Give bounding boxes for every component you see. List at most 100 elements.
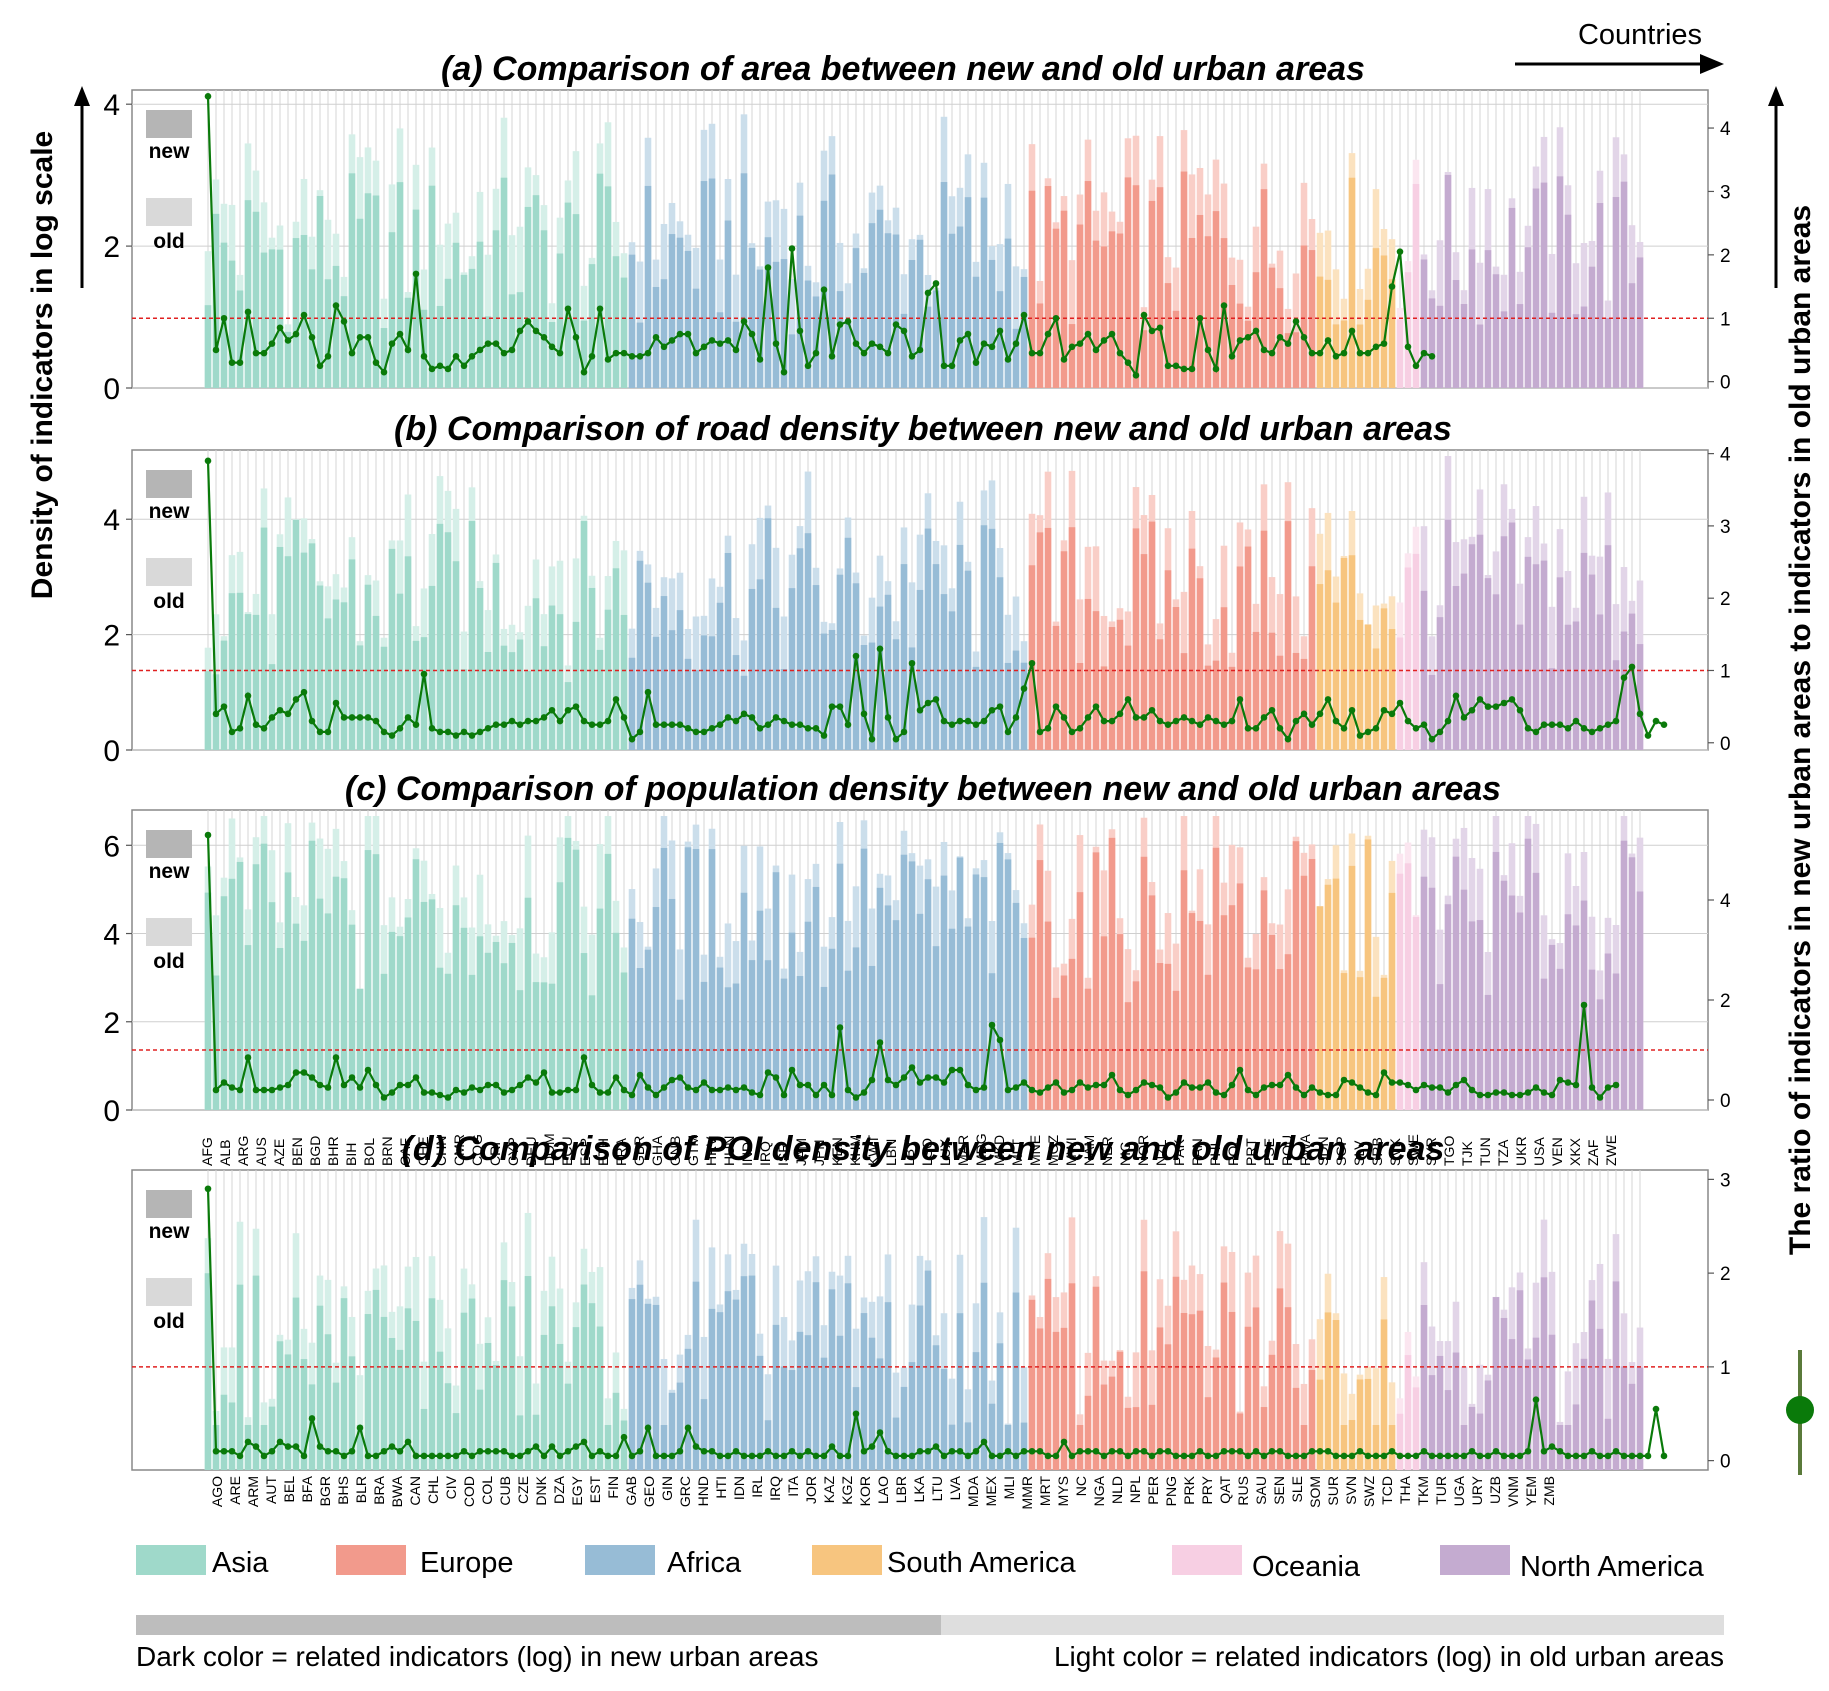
ratio-point — [236, 1086, 244, 1094]
ratio-point — [556, 1452, 564, 1460]
ratio-point — [1580, 1452, 1588, 1460]
country-labels-top: AFG ALB ARG AUS AZE BEN BGD BHR BIH BOL BRN CAF CHE C… — [199, 1133, 1619, 1166]
bar-new — [1420, 876, 1428, 1110]
ratio-point — [1404, 1452, 1412, 1460]
bar-new — [1476, 920, 1484, 1110]
bar-new — [1364, 624, 1372, 750]
ratio-point — [1284, 735, 1292, 743]
country-code-top: GNB — [667, 1136, 683, 1166]
bar-new — [988, 528, 996, 750]
country-code-bottom: GRC — [677, 1476, 693, 1507]
country-code-bottom: LTU — [929, 1476, 945, 1501]
country-code-bottom: EGY — [569, 1475, 585, 1505]
country-code-bottom: SEN — [1271, 1476, 1287, 1505]
ratio-point — [1660, 721, 1668, 728]
ratio-point — [1004, 1447, 1012, 1455]
ratio-point — [1004, 356, 1012, 363]
bar-new — [644, 949, 652, 1110]
ratio-point — [1548, 721, 1556, 728]
ratio-point — [612, 696, 620, 703]
bar-new — [548, 322, 556, 388]
ratio-point — [492, 340, 500, 347]
bar-new — [1148, 521, 1156, 750]
bar-new — [1428, 298, 1436, 388]
bar-new — [484, 651, 492, 750]
bar-new — [828, 948, 836, 1110]
ratio-point — [292, 1069, 300, 1076]
ratio-point — [1316, 1447, 1324, 1455]
y2-tick-label: 2 — [1720, 589, 1731, 610]
ratio-point — [1372, 725, 1380, 732]
bar-new — [1556, 968, 1564, 1110]
bar-new — [908, 1362, 916, 1470]
country-code-top: PAN — [1189, 1138, 1205, 1166]
ratio-point — [1428, 1084, 1436, 1091]
country-code-top: KHM — [847, 1135, 863, 1166]
bar-new — [348, 924, 356, 1110]
ratio-point — [452, 1452, 460, 1460]
bar-new — [420, 637, 428, 750]
ratio-point — [500, 349, 508, 357]
countries-label: Countries — [1578, 19, 1702, 51]
bar-new — [1268, 1354, 1276, 1470]
bar-old — [1460, 1366, 1468, 1470]
bar-new — [556, 882, 564, 1110]
bar-new — [1212, 1357, 1220, 1470]
bar-new — [580, 1284, 588, 1470]
bar-new — [468, 1298, 476, 1470]
bar-new — [1532, 872, 1540, 1110]
country-labels-bottom: AGO ARE ARM AUT BEL BFA BGR BHS BLR BRA BWA CAN CHL C… — [209, 1475, 1557, 1509]
ratio-point — [1636, 710, 1644, 718]
bar-new — [668, 234, 676, 388]
ratio-point — [660, 721, 668, 728]
ratio-point — [652, 1091, 660, 1099]
ratio-point — [1508, 1091, 1516, 1099]
ratio-point — [804, 1081, 812, 1089]
ratio-point — [644, 688, 652, 696]
bar-new — [244, 945, 252, 1110]
ratio-point — [1132, 372, 1140, 379]
bar-new — [244, 1425, 252, 1470]
country-code-bottom: NGA — [1091, 1475, 1107, 1506]
bar-new — [268, 664, 276, 750]
bar-new — [660, 596, 668, 750]
bar-new — [604, 853, 612, 1110]
ratio-point — [1428, 352, 1436, 360]
bar-new — [404, 556, 412, 750]
ratio-point — [948, 1447, 956, 1455]
bar-new — [668, 1392, 676, 1470]
bar-new — [1172, 310, 1180, 388]
bar-new — [860, 848, 868, 1110]
bar-new — [1348, 555, 1356, 750]
bar-new — [468, 521, 476, 750]
ratio-point — [1012, 1084, 1020, 1091]
bar-new — [284, 556, 292, 750]
bar-new — [1476, 534, 1484, 750]
bar-new — [1140, 554, 1148, 750]
ratio-point — [1564, 1452, 1572, 1460]
ratio-point — [404, 714, 412, 721]
bar-new — [1116, 1351, 1124, 1470]
ratio-point — [428, 365, 436, 373]
bar-new — [596, 173, 604, 388]
country-code-bottom: MYS — [1055, 1476, 1071, 1506]
bar-new — [500, 1280, 508, 1470]
y2-tick-label: 0 — [1720, 373, 1731, 394]
ratio-point — [340, 714, 348, 721]
ratio-point — [1020, 685, 1028, 692]
bar-new — [340, 1298, 348, 1470]
ratio-point — [1108, 330, 1116, 338]
ratio-point — [444, 728, 452, 736]
ratio-point — [444, 365, 452, 373]
bar-new — [1436, 617, 1444, 750]
ratio-point — [788, 1447, 796, 1455]
ratio-point — [476, 346, 484, 354]
bar-new — [1276, 969, 1284, 1110]
bar-new — [444, 973, 452, 1110]
bar-new — [1036, 1328, 1044, 1470]
ratio-point — [988, 343, 996, 351]
ratio-point — [460, 728, 468, 736]
ratio-point — [204, 831, 212, 839]
bar-new — [740, 1276, 748, 1470]
country-code-bottom: CUB — [497, 1476, 513, 1506]
